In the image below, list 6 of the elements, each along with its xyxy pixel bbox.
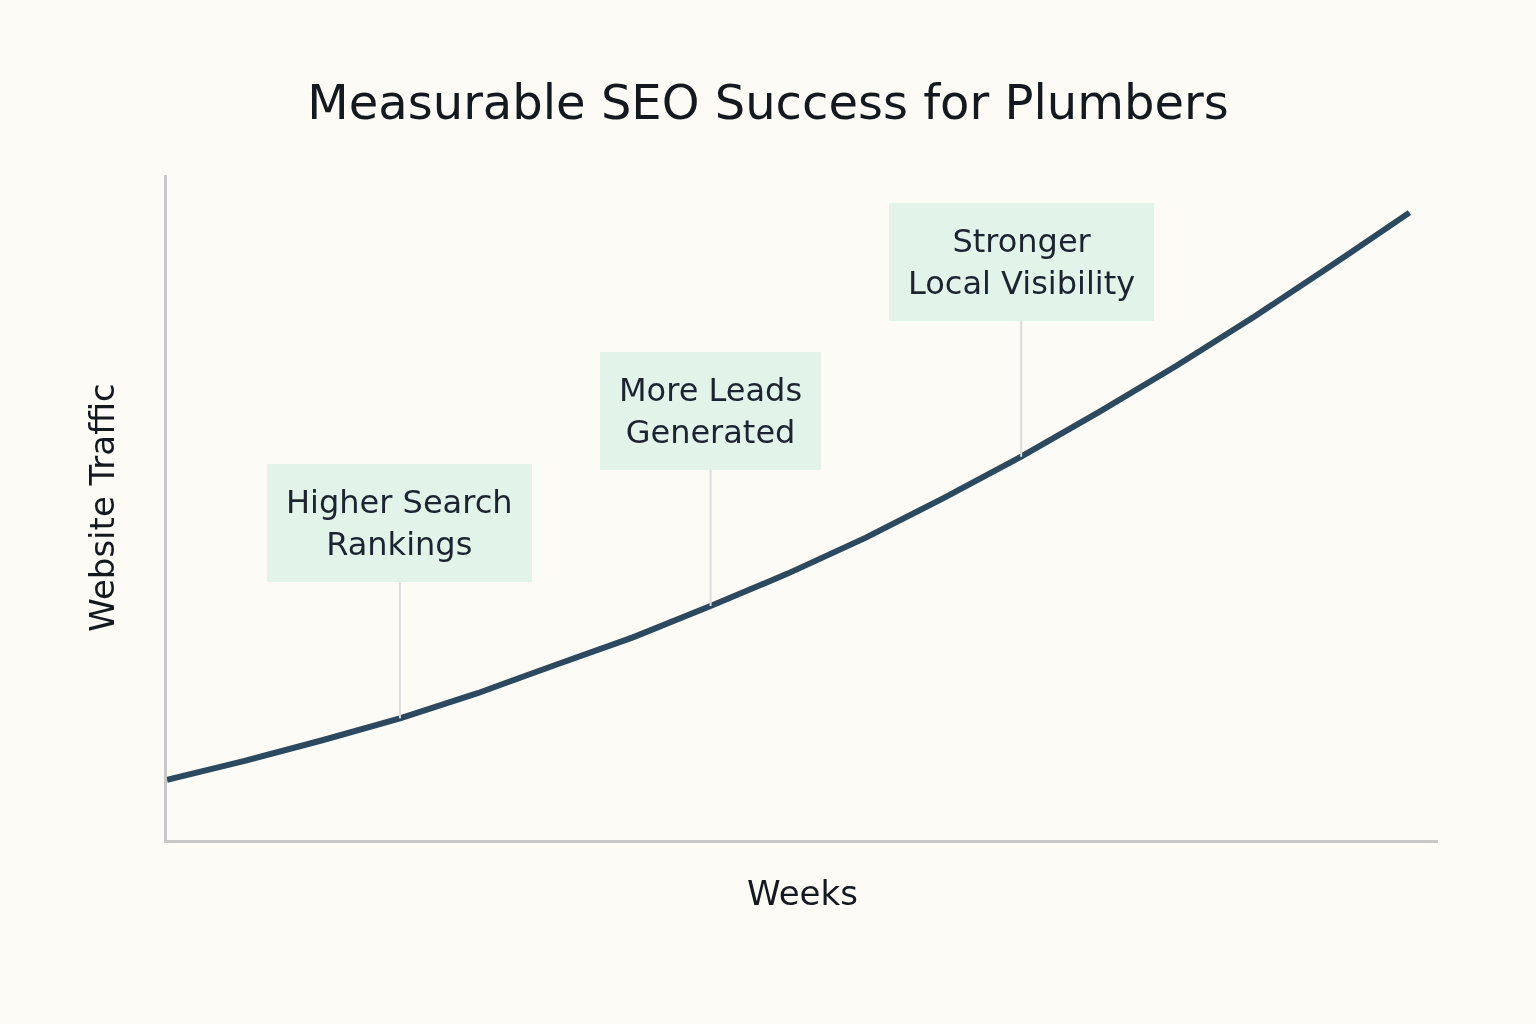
annotation: Stronger Local Visibility bbox=[908, 222, 1136, 302]
annotation: Higher Search Rankings bbox=[286, 483, 513, 563]
y-axis-title: Website Traffic bbox=[81, 383, 122, 632]
x-axis-title: Weeks bbox=[747, 873, 858, 914]
chart-title: Measurable SEO Success for Plumbers bbox=[307, 74, 1229, 131]
annotation: More Leads Generated bbox=[619, 371, 803, 451]
